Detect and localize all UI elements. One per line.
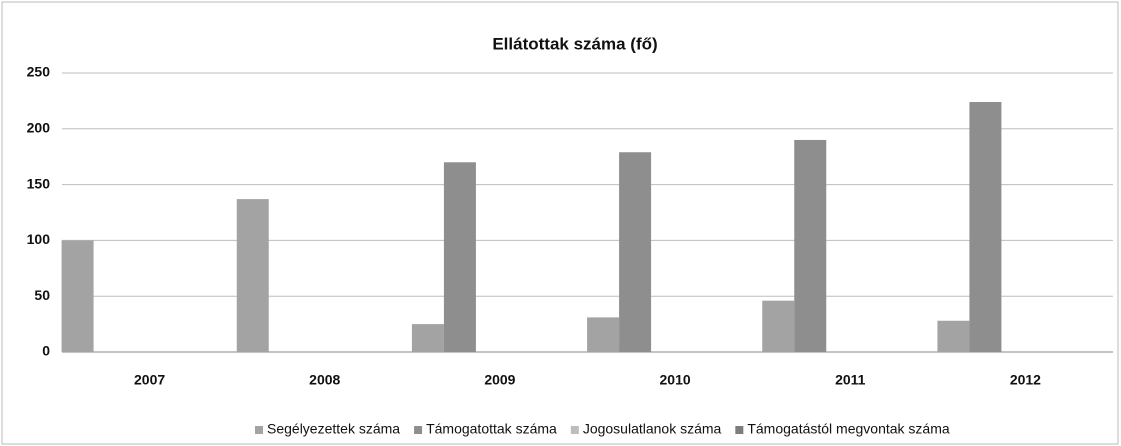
y-tick-label: 0 <box>42 343 50 359</box>
legend-text: Jogosulatlanok száma <box>583 421 722 437</box>
x-tick-label: 2008 <box>309 372 340 388</box>
legend-swatch <box>735 426 744 434</box>
x-tick-label: 2007 <box>134 372 165 388</box>
bar <box>443 162 476 352</box>
x-tick-label: 2010 <box>660 372 691 388</box>
x-tick-label: 2009 <box>484 372 515 388</box>
y-tick-label: 250 <box>27 64 51 80</box>
x-tick-label: 2011 <box>835 372 866 388</box>
bar <box>61 240 94 352</box>
bar <box>619 152 652 352</box>
legend-swatch <box>255 426 263 434</box>
bar <box>937 320 970 352</box>
bar <box>587 317 620 352</box>
bar <box>794 139 827 352</box>
legend-text: Támogatástól megvontak száma <box>747 421 950 437</box>
chart-title: Ellátottak száma (fő) <box>492 34 657 53</box>
x-tick-label: 2012 <box>1010 372 1041 388</box>
bar <box>969 102 1002 353</box>
y-tick-label: 200 <box>27 120 51 136</box>
legend-swatch <box>414 426 423 434</box>
legend-swatch <box>570 426 579 434</box>
y-tick-label: 50 <box>34 287 50 303</box>
y-tick-label: 150 <box>27 175 51 191</box>
bar <box>411 324 444 352</box>
bar <box>762 300 795 352</box>
bar <box>236 199 269 352</box>
legend-text: Segélyezettek száma <box>267 421 400 437</box>
y-tick-label: 100 <box>27 231 51 247</box>
legend-text: Támogatottak száma <box>426 421 557 437</box>
